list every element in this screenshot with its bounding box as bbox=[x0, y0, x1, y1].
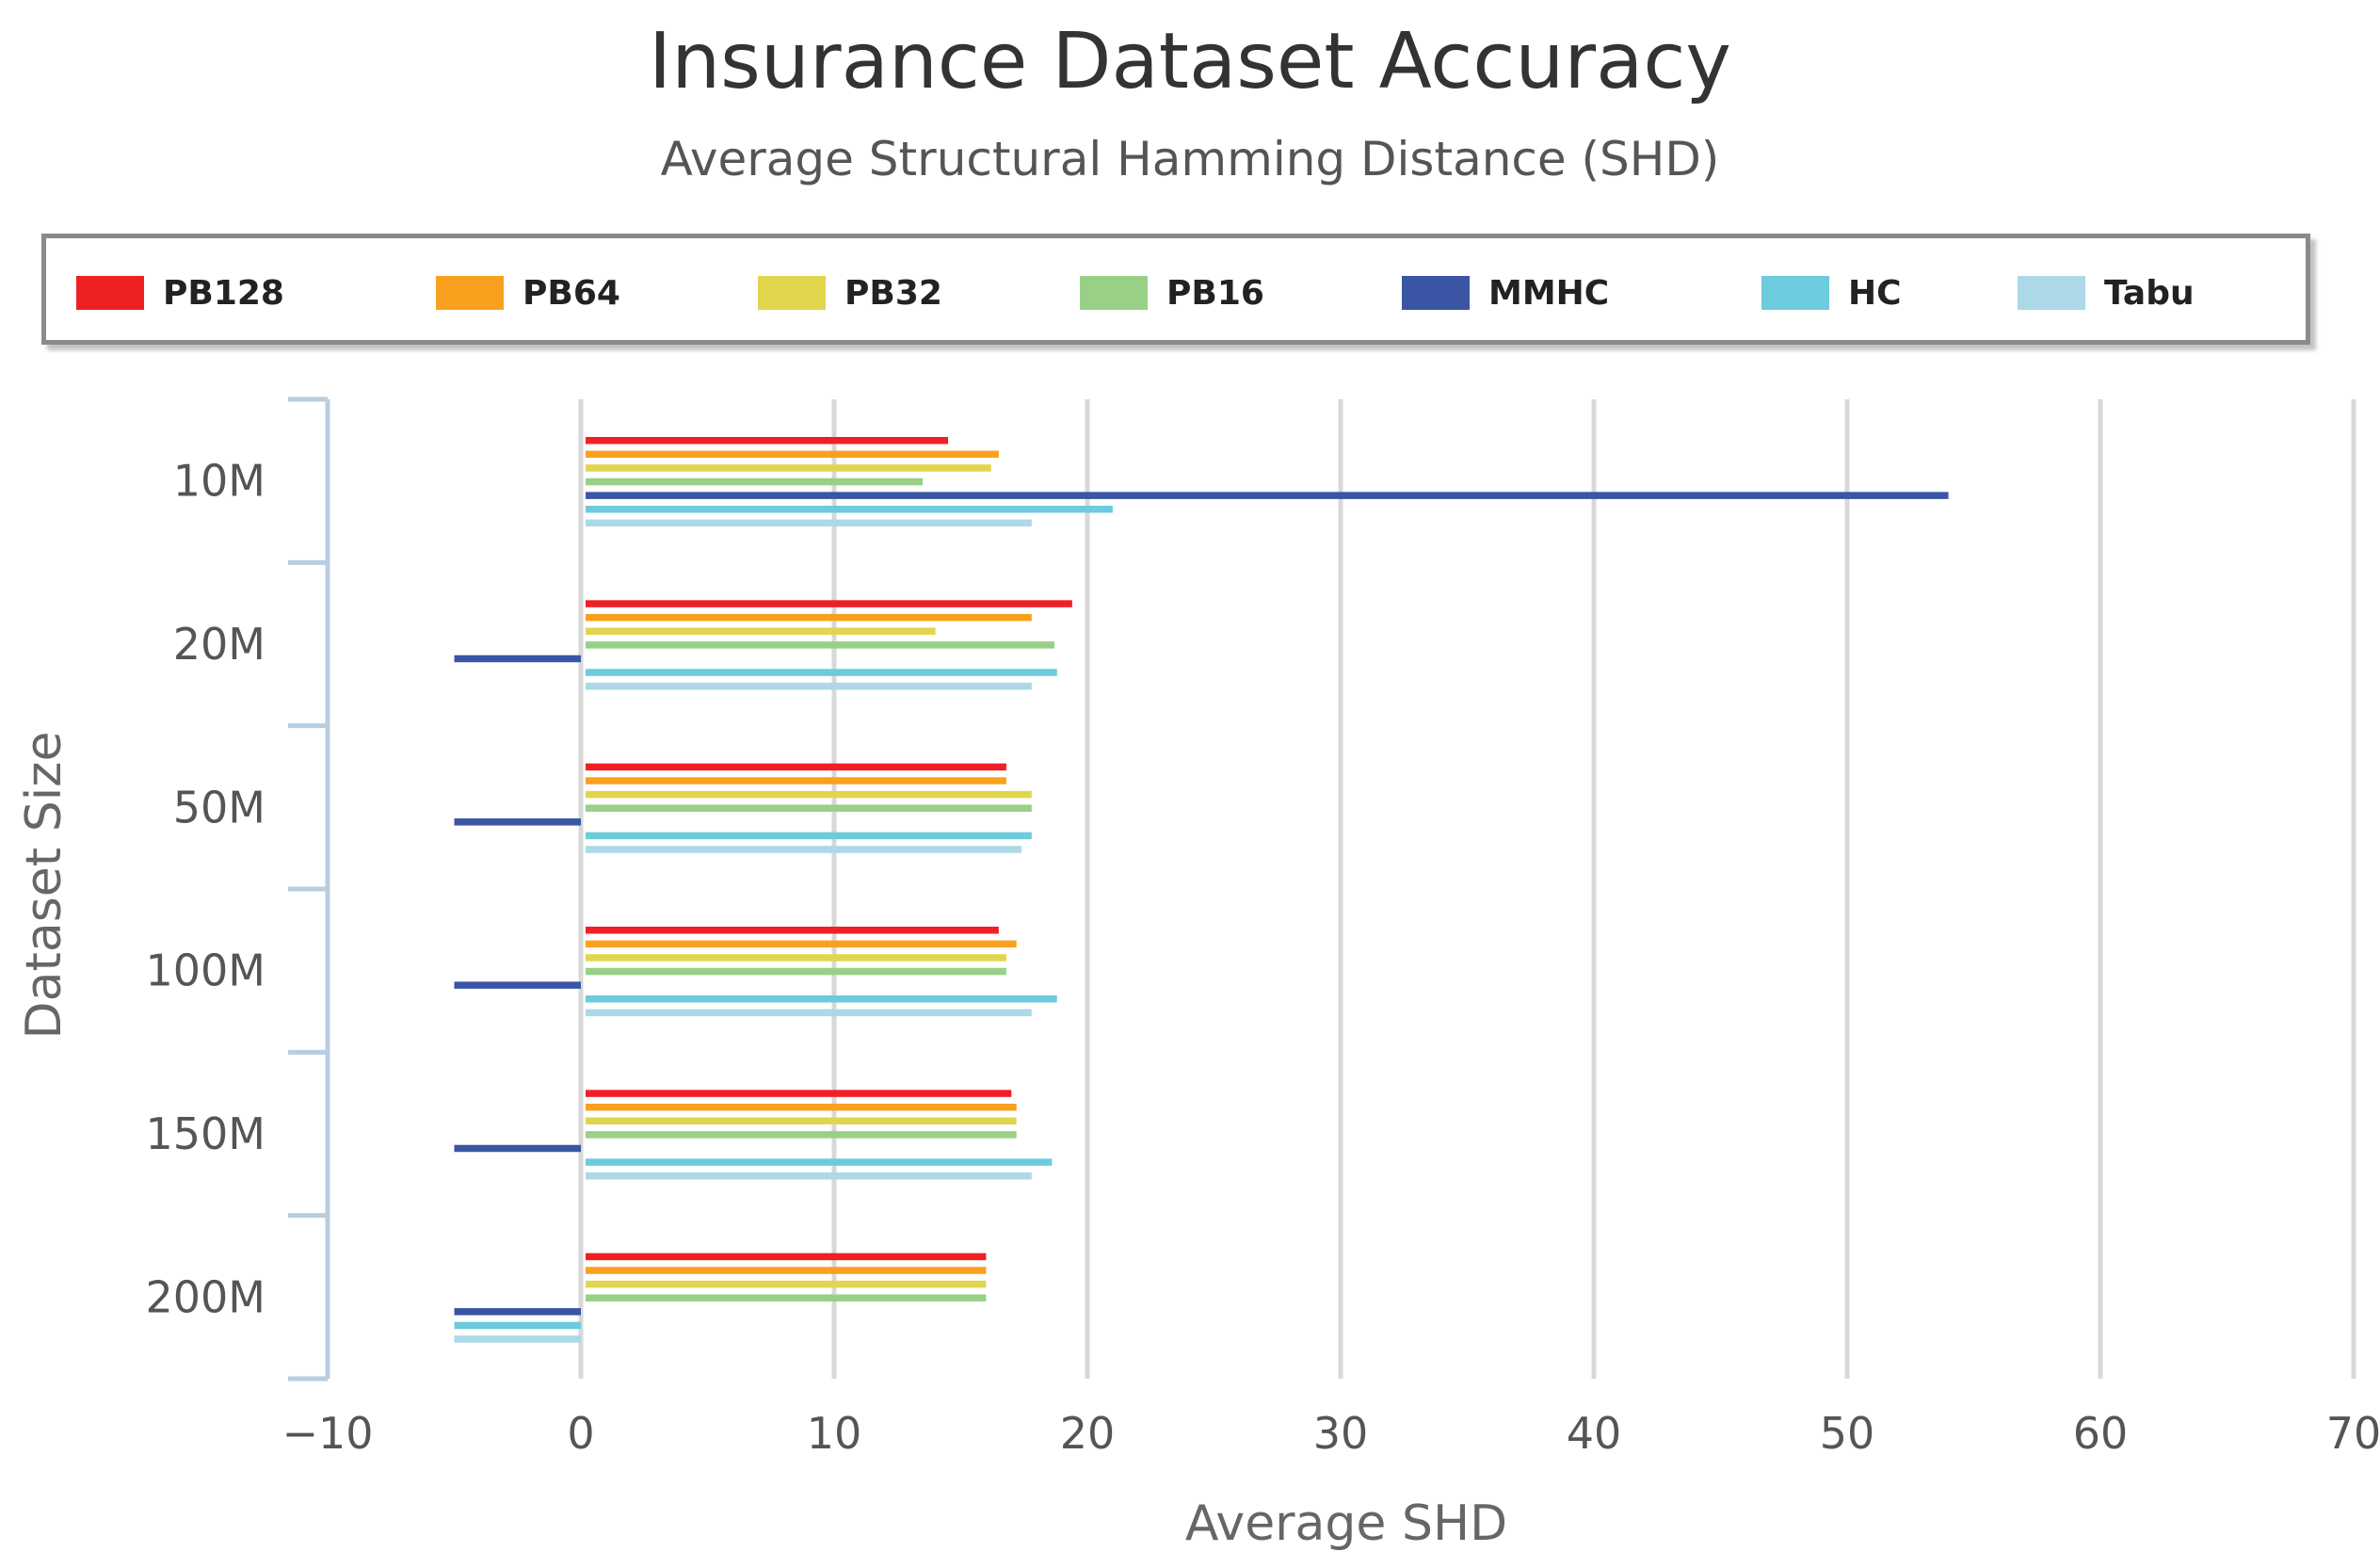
legend-swatch-pb128 bbox=[76, 276, 144, 310]
y-tick-label-100m: 100M bbox=[146, 946, 266, 996]
legend-item-pb16[interactable]: PB16 bbox=[1080, 267, 1264, 319]
chart-title: Insurance Dataset Accuracy bbox=[649, 17, 1731, 106]
legend-label-mmhc: MMHC bbox=[1488, 273, 1610, 313]
bar-pb128-150m bbox=[586, 1090, 1012, 1097]
bar-hc-150m bbox=[586, 1158, 1053, 1166]
x-axis-title: Average SHD bbox=[1185, 1495, 1507, 1552]
x-tick-label: 30 bbox=[1313, 1408, 1369, 1459]
bar-hc-200m bbox=[454, 1321, 581, 1330]
legend-label-tabu: Tabu bbox=[2104, 273, 2195, 313]
bar-pb64-20m bbox=[586, 613, 1032, 622]
bar-pb32-200m bbox=[586, 1280, 987, 1288]
chart-subtitle: Average Structural Hamming Distance (SHD… bbox=[660, 132, 1720, 186]
bar-pb128-200m bbox=[586, 1253, 987, 1261]
bar-hc-20m bbox=[586, 669, 1057, 676]
bar-pb128-10m bbox=[586, 437, 949, 445]
bar-pb64-50m bbox=[586, 777, 1006, 784]
legend-swatch-pb16 bbox=[1080, 276, 1148, 310]
bar-pb16-10m bbox=[586, 477, 924, 486]
legend-item-pb64[interactable]: PB64 bbox=[436, 267, 620, 319]
legend-label-pb64: PB64 bbox=[523, 273, 620, 313]
bar-pb64-100m bbox=[586, 940, 1017, 948]
bar-pb64-10m bbox=[586, 450, 999, 459]
x-axis-ticks: −10 0 10 20 30 40 50 60 70 bbox=[281, 1408, 2380, 1459]
y-tick-label-150m: 150M bbox=[146, 1108, 266, 1159]
bar-pb32-20m bbox=[586, 627, 936, 636]
y-axis-title: Dataset Size bbox=[16, 732, 72, 1040]
x-tick-label: 40 bbox=[1567, 1408, 1622, 1459]
y-tick-label-20m: 20M bbox=[173, 619, 265, 670]
bar-mmhc-100m bbox=[454, 981, 581, 989]
bar-pb128-100m bbox=[586, 927, 999, 934]
legend-item-hc[interactable]: HC bbox=[1761, 267, 1902, 319]
legend-swatch-tabu bbox=[2018, 276, 2085, 310]
legend-swatch-mmhc bbox=[1402, 276, 1470, 310]
bar-pb16-200m bbox=[586, 1294, 987, 1301]
bar-tabu-50m bbox=[586, 846, 1022, 853]
bar-pb32-10m bbox=[586, 464, 991, 472]
legend-swatch-hc bbox=[1761, 276, 1829, 310]
bar-pb32-50m bbox=[586, 790, 1032, 799]
bar-mmhc-10m bbox=[586, 492, 1949, 499]
legend: PB128 PB64 PB32 PB16 MMHC HC Tabu bbox=[41, 234, 2310, 345]
legend-label-pb32: PB32 bbox=[844, 273, 942, 313]
y-axis-ticks: 10M 20M 50M 100M 150M 200M bbox=[146, 456, 266, 1323]
bar-pb16-100m bbox=[586, 967, 1006, 976]
bar-pb128-20m bbox=[586, 600, 1072, 607]
bar-mmhc-20m bbox=[454, 655, 581, 663]
bar-pb16-50m bbox=[586, 804, 1032, 812]
x-tick-label: 20 bbox=[1060, 1408, 1116, 1459]
bar-mmhc-50m bbox=[454, 818, 581, 826]
legend-swatch-pb64 bbox=[436, 276, 504, 310]
bars bbox=[454, 437, 1949, 1343]
gridlines bbox=[578, 399, 2356, 1379]
x-tick-label: 60 bbox=[2073, 1408, 2129, 1459]
bar-pb32-150m bbox=[586, 1117, 1017, 1125]
x-tick-label: 70 bbox=[2326, 1408, 2380, 1459]
bar-tabu-100m bbox=[586, 1009, 1032, 1017]
x-tick-label: −10 bbox=[281, 1408, 373, 1459]
legend-item-tabu[interactable]: Tabu bbox=[2018, 267, 2195, 319]
bar-hc-100m bbox=[586, 995, 1057, 1003]
y-tick-label-200m: 200M bbox=[146, 1271, 266, 1322]
legend-item-mmhc[interactable]: MMHC bbox=[1402, 267, 1609, 319]
legend-label-pb16: PB16 bbox=[1166, 273, 1264, 313]
bar-tabu-10m bbox=[586, 519, 1032, 527]
bar-pb16-150m bbox=[586, 1131, 1017, 1139]
legend-item-pb32[interactable]: PB32 bbox=[758, 267, 942, 319]
x-tick-label: 10 bbox=[807, 1408, 862, 1459]
y-axis bbox=[288, 396, 330, 1382]
y-tick-label-50m: 50M bbox=[173, 782, 265, 832]
bar-pb64-150m bbox=[586, 1103, 1017, 1111]
bar-hc-50m bbox=[586, 832, 1032, 840]
bar-tabu-150m bbox=[586, 1172, 1032, 1180]
x-tick-label: 50 bbox=[1820, 1408, 1875, 1459]
bar-tabu-200m bbox=[454, 1335, 581, 1343]
legend-label-hc: HC bbox=[1848, 273, 1902, 313]
legend-swatch-pb32 bbox=[758, 276, 826, 310]
bar-pb16-20m bbox=[586, 641, 1055, 649]
bar-mmhc-200m bbox=[454, 1308, 581, 1316]
bar-tabu-20m bbox=[586, 682, 1032, 690]
bar-pb32-100m bbox=[586, 954, 1006, 962]
bar-pb64-200m bbox=[586, 1267, 987, 1274]
bar-hc-10m bbox=[586, 506, 1113, 513]
legend-label-pb128: PB128 bbox=[163, 273, 284, 313]
bar-pb128-50m bbox=[586, 763, 1006, 771]
y-tick-label-10m: 10M bbox=[173, 456, 265, 507]
bar-mmhc-150m bbox=[454, 1144, 581, 1153]
legend-item-pb128[interactable]: PB128 bbox=[76, 267, 284, 319]
x-tick-label: 0 bbox=[567, 1408, 594, 1459]
